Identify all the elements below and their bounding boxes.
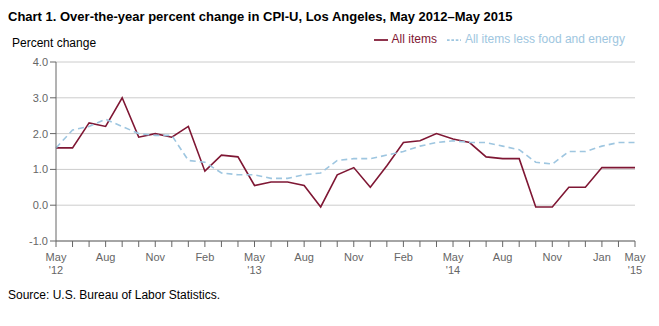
svg-text:1.0: 1.0 bbox=[33, 163, 48, 175]
svg-text:4.0: 4.0 bbox=[33, 56, 48, 68]
svg-text:-1.0: -1.0 bbox=[29, 235, 48, 247]
html-text:Source: U.S. Bureau of Labor S: Source: U.S. Bureau of Labor Statistics. bbox=[8, 288, 221, 302]
svg-text:0.0: 0.0 bbox=[33, 199, 48, 211]
html-text:Chart 1. Over-the-year percent: Chart 1. Over-the-year percent change in… bbox=[8, 9, 513, 24]
html-text:Percent change: Percent change bbox=[12, 36, 97, 50]
html-text:All items less food and energy: All items less food and energy bbox=[464, 32, 625, 46]
svg-text:Feb: Feb bbox=[394, 251, 413, 263]
svg-text:Nov: Nov bbox=[344, 251, 364, 263]
svg-text:Aug: Aug bbox=[96, 251, 116, 263]
svg-text:3.0: 3.0 bbox=[33, 92, 48, 104]
svg-text:Feb: Feb bbox=[195, 251, 214, 263]
svg-text:Nov: Nov bbox=[145, 251, 165, 263]
svg-text:May'15: May'15 bbox=[625, 251, 646, 276]
svg-text:May'13: May'13 bbox=[244, 251, 265, 276]
svg-text:Aug: Aug bbox=[493, 251, 513, 263]
html-text:All items: All items bbox=[391, 32, 437, 46]
svg-text:May'12: May'12 bbox=[46, 251, 67, 276]
svg-text:2.0: 2.0 bbox=[33, 128, 48, 140]
svg-text:Nov: Nov bbox=[543, 251, 563, 263]
svg-text:Aug: Aug bbox=[294, 251, 314, 263]
svg-text:May'14: May'14 bbox=[443, 251, 464, 276]
svg-text:Jan: Jan bbox=[593, 251, 611, 263]
